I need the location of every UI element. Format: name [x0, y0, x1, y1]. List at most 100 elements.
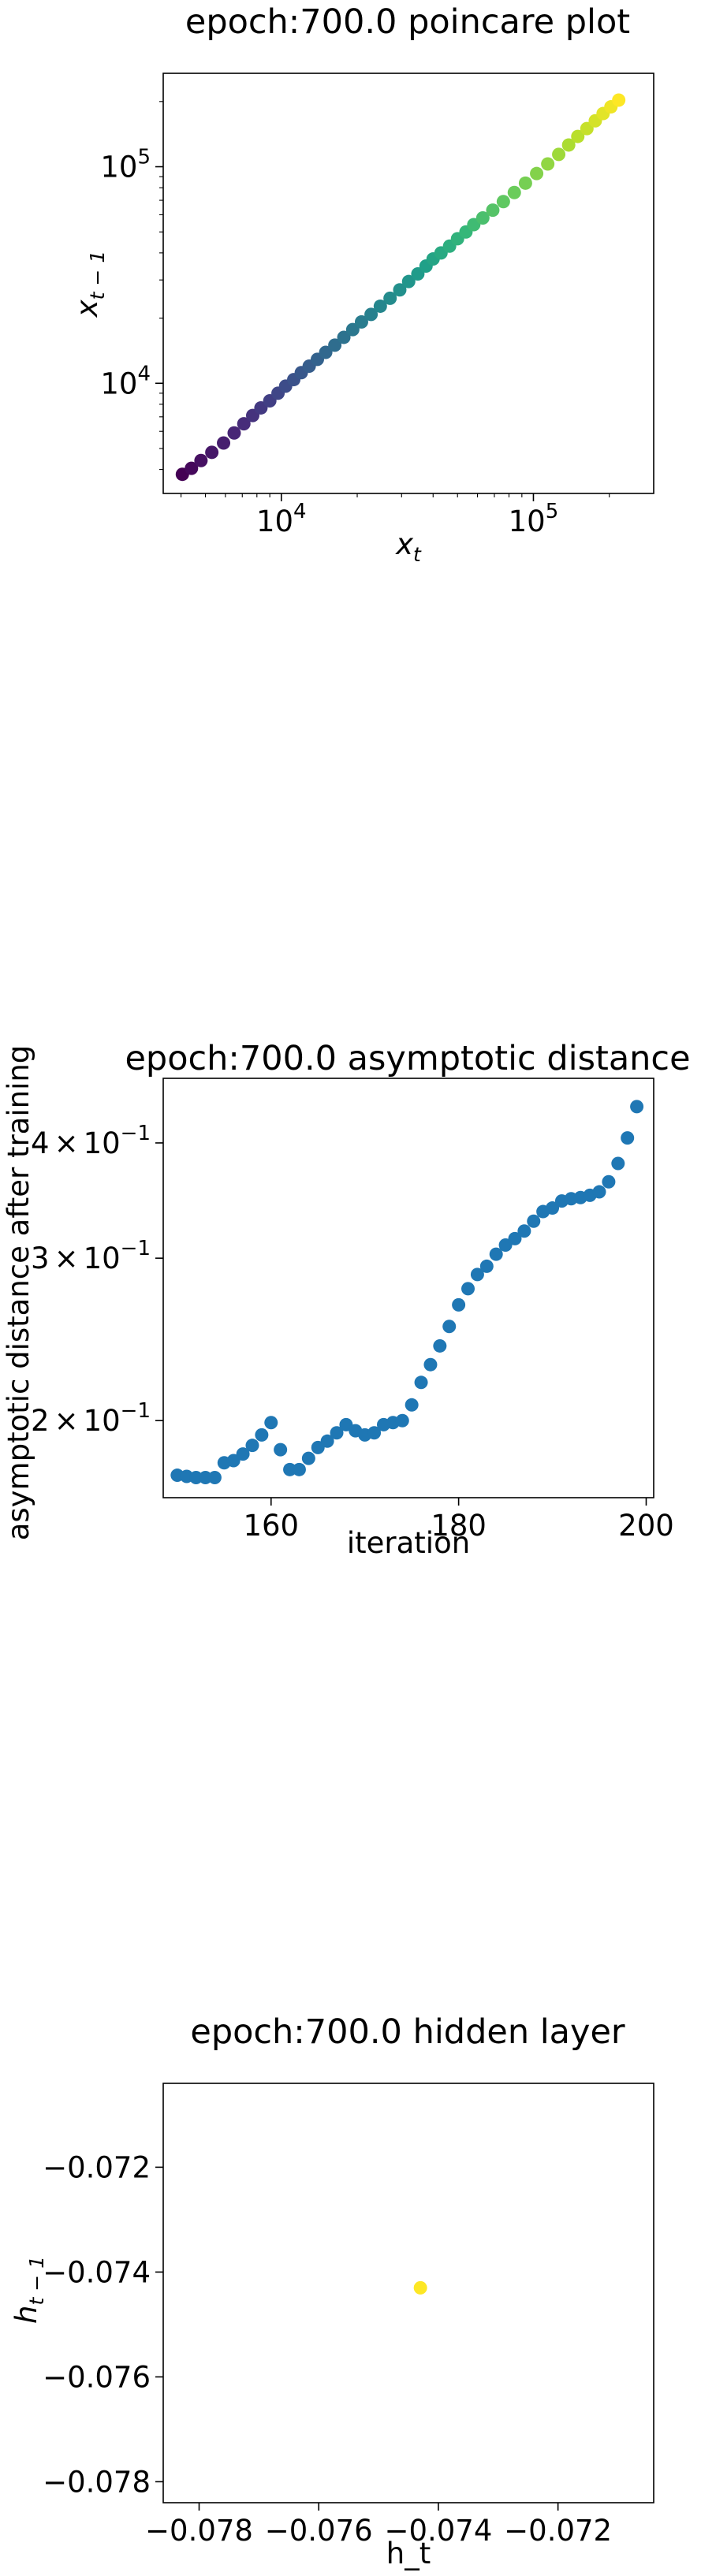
hidden-layer-y-tick-label: −0.076 [43, 2360, 151, 2394]
asymptotic-distance-data-point [592, 1185, 606, 1199]
hidden-layer-x-tick-label: −0.076 [265, 2514, 373, 2548]
asymptotic-distance-data-point [207, 1470, 222, 1484]
poincare-plot-y-ticks: 104 105 [100, 101, 163, 471]
asymptotic-distance-data-point [489, 1247, 503, 1261]
hidden-layer-x-axis-label: h_t [386, 2537, 431, 2570]
asymptotic-distance-data-point [498, 1238, 513, 1253]
asymptotic-distance-y-tick-label: 2 × 10−1 [31, 1399, 151, 1438]
hidden-layer-y-tick-label: −0.074 [43, 2255, 151, 2289]
poincare-plot-x-ticks: 104 105 [181, 493, 610, 538]
asymptotic-distance-data-point [621, 1131, 635, 1145]
poincare-plot-data-point [530, 166, 544, 181]
poincare-plot-data-point [541, 157, 555, 171]
asymptotic-distance-frame [162, 1078, 654, 1498]
poincare-plot-data-point [552, 147, 566, 162]
poincare-plot-x-tick-label: 104 [256, 500, 307, 538]
poincare-plot-title: epoch:700.0 poincare plot [185, 2, 630, 42]
hidden-layer-y-axis-label: ht − 1 [9, 2256, 48, 2324]
poincare-plot-data-point [571, 129, 585, 143]
hidden-layer-frame [162, 2083, 654, 2503]
asymptotic-distance-data-point [274, 1442, 288, 1457]
asymptotic-distance-data-point [442, 1320, 457, 1334]
hidden-layer-x-tick-label: −0.072 [504, 2514, 612, 2548]
poincare-plot-data-point [401, 274, 416, 288]
poincare-plot-data-point [194, 453, 208, 467]
asymptotic-distance-x-axis-label: iteration [347, 1526, 470, 1560]
poincare-plot-data-point [345, 322, 360, 337]
hidden-layer-points [413, 2280, 427, 2295]
asymptotic-distance-data-point [320, 1434, 334, 1448]
asymptotic-distance-data-point [546, 1201, 560, 1215]
hidden-layer-y-tick-label: −0.078 [43, 2465, 151, 2499]
asymptotic-distance-data-point [602, 1174, 616, 1189]
asymptotic-distance-data-point [245, 1439, 259, 1453]
asymptotic-distance-data-point [255, 1428, 269, 1442]
poincare-plot-x-tick-label: 105 [509, 500, 559, 538]
asymptotic-distance-y-axis-label: asymptotic distance after training [2, 1045, 35, 1541]
poincare-plot-data-point [518, 176, 532, 190]
poincare-plot-data-point [373, 299, 387, 313]
asymptotic-distance-data-point [479, 1259, 494, 1273]
poincare-plot-panel: epoch:700.0 poincare plot 104 105 104105 … [70, 2, 654, 566]
hidden-layer-y-tick-label: −0.072 [43, 2150, 151, 2184]
asymptotic-distance-data-point [433, 1338, 447, 1353]
asymptotic-distance-data-point [508, 1231, 522, 1245]
asymptotic-distance-panel: epoch:700.0 asymptotic distance 160 180 20… [2, 1039, 691, 1560]
poincare-plot-points [175, 93, 626, 482]
poincare-plot-data-point [337, 330, 351, 344]
poincare-plot-y-tick-label: 105 [100, 146, 151, 184]
asymptotic-distance-data-point [199, 1470, 213, 1484]
asymptotic-distance-x-ticks: 160 180 200 [243, 1498, 674, 1543]
poincare-plot-data-point [227, 426, 241, 440]
hidden-layer-title: epoch:700.0 hidden layer [190, 2012, 625, 2052]
poincare-plot-data-point [364, 307, 378, 322]
asymptotic-distance-data-point [611, 1156, 625, 1171]
asymptotic-distance-data-point [452, 1297, 466, 1312]
poincare-plot-data-point [217, 436, 231, 450]
asymptotic-distance-data-point [630, 1100, 644, 1114]
poincare-plot-data-point [496, 195, 510, 209]
asymptotic-distance-data-point [301, 1451, 315, 1465]
poincare-plot-data-point [383, 291, 397, 305]
poincare-plot-data-point [580, 121, 594, 136]
asymptotic-distance-data-point [311, 1440, 325, 1454]
asymptotic-distance-data-point [470, 1268, 484, 1282]
poincare-plot-data-point [354, 315, 368, 329]
asymptotic-distance-x-tick-label: 200 [618, 1509, 674, 1543]
poincare-plot-data-point [319, 345, 333, 359]
hidden-layer-x-ticks: −0.078 −0.076 −0.074 −0.072 [145, 2503, 612, 2548]
asymptotic-distance-y-ticks: 2 × 10−1 3 × 10−1 4 × 10−1 [31, 1122, 163, 1438]
hidden-layer-panel: epoch:700.0 hidden layer −0.078 −0.076 −0.… [9, 2012, 654, 2570]
poincare-plot-data-point [507, 185, 521, 199]
hidden-layer-x-tick-label: −0.074 [384, 2514, 492, 2548]
poincare-plot-data-point [328, 338, 342, 352]
poincare-plot-data-point [612, 93, 626, 107]
asymptotic-distance-data-point [264, 1416, 278, 1430]
asymptotic-distance-data-point [189, 1470, 203, 1484]
hidden-layer-y-ticks: −0.078 −0.076 −0.074 −0.072 [43, 2150, 163, 2499]
poincare-plot-data-point [486, 203, 500, 218]
asymptotic-distance-x-tick-label: 180 [431, 1509, 487, 1543]
asymptotic-distance-data-point [236, 1447, 250, 1461]
asymptotic-distance-data-point [283, 1462, 297, 1476]
asymptotic-distance-data-point [405, 1398, 419, 1412]
asymptotic-distance-data-point [330, 1426, 344, 1440]
asymptotic-distance-data-point [292, 1462, 306, 1476]
asymptotic-distance-y-tick-label: 3 × 10−1 [31, 1237, 151, 1275]
poincare-plot-y-axis-label: xt − 1 [70, 251, 109, 318]
asymptotic-distance-x-tick-label: 160 [243, 1509, 299, 1543]
asymptotic-distance-data-point [395, 1413, 409, 1428]
hidden-layer-data-point [413, 2280, 427, 2295]
poincare-plot-data-point [561, 138, 576, 152]
asymptotic-distance-data-point [527, 1214, 541, 1228]
poincare-plot-x-axis-label: xt [395, 527, 422, 566]
poincare-plot-data-point [393, 283, 407, 297]
poincare-plot-y-tick-label: 104 [100, 362, 151, 400]
poincare-plot-data-point [237, 417, 251, 431]
hidden-layer-x-tick-label: −0.078 [145, 2514, 253, 2548]
asymptotic-distance-data-point [226, 1454, 241, 1468]
asymptotic-distance-data-point [367, 1426, 382, 1440]
asymptotic-distance-data-point [461, 1282, 475, 1296]
asymptotic-distance-y-tick-label: 4 × 10−1 [31, 1122, 151, 1160]
asymptotic-distance-title: epoch:700.0 asymptotic distance [125, 1039, 690, 1078]
